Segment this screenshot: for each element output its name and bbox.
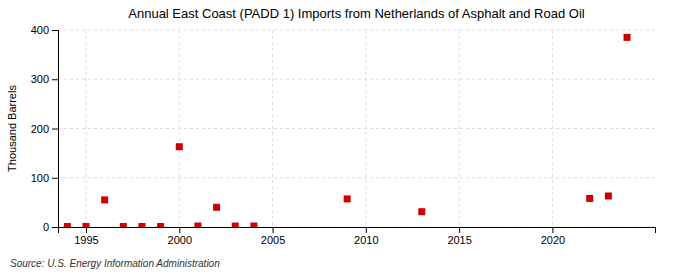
x-axis: 1995 2000 2005 2010 2015 2020: [59, 227, 656, 246]
y-tick: 400: [31, 24, 58, 36]
y-grid-line: [58, 79, 655, 80]
y-tick-label: 0: [43, 221, 49, 233]
x-tick-mark: [273, 227, 274, 233]
y-tick-label: 100: [31, 172, 49, 184]
x-tick: 2020: [541, 227, 565, 246]
y-tick: 0: [43, 221, 58, 233]
point: [344, 195, 351, 202]
x-grid-line: [272, 30, 273, 227]
point: [213, 204, 220, 211]
x-tick-label: 2010: [354, 234, 378, 246]
y-tick: 300: [31, 73, 58, 85]
x-tick-label: 2020: [541, 234, 565, 246]
y-tick: 100: [31, 172, 58, 184]
x-grid-line: [459, 30, 460, 227]
x-tick: 2000: [168, 227, 192, 246]
x-tick-mark: [366, 227, 367, 233]
y-grid-line: [58, 128, 655, 129]
x-tick-mark: [552, 227, 553, 233]
x-tick-label: 1995: [74, 234, 98, 246]
x-tick: 2015: [447, 227, 471, 246]
point: [232, 223, 239, 227]
x-tick: 1995: [74, 227, 98, 246]
point: [194, 223, 201, 227]
y-tick-label: 200: [31, 123, 49, 135]
point: [176, 143, 183, 150]
y-tick-label: 300: [31, 73, 49, 85]
y-tick-mark: [52, 129, 58, 130]
point: [418, 208, 425, 215]
y-axis: 0 100 200 300 400: [31, 24, 59, 233]
x-tick-label: 2015: [447, 234, 471, 246]
y-tick-label: 400: [31, 24, 49, 36]
point: [120, 223, 127, 227]
title: Annual East Coast (PADD 1) Imports from …: [128, 6, 585, 21]
point: [101, 196, 108, 203]
y-tick: 200: [31, 123, 58, 135]
x-grid-line: [85, 30, 86, 227]
x-tick-mark: [459, 227, 460, 233]
y-tick-mark: [52, 30, 58, 31]
y-grid-line: [58, 177, 655, 178]
point: [157, 223, 164, 227]
chart: 1995 2000 2005 2010 2015 2020 0 100 200 300 400 Ann…: [0, 0, 675, 275]
point: [82, 223, 89, 227]
x-tick-label: 2005: [261, 234, 285, 246]
y-axis-title: Thousand Barrels: [6, 85, 18, 172]
x-tick-mark: [179, 227, 180, 233]
y-axis-line: [52, 31, 59, 228]
y-tick-mark: [52, 79, 58, 80]
grid: [58, 30, 655, 227]
y-tick-mark: [52, 227, 58, 228]
x-tick: 2010: [354, 227, 378, 246]
x-tick-mark: [86, 227, 87, 233]
point: [624, 34, 631, 41]
plot: 1995 2000 2005 2010 2015 2020 0 100 200 300 400: [31, 24, 656, 246]
point: [605, 192, 612, 199]
point: [64, 223, 71, 227]
point: [586, 195, 593, 202]
marks: [64, 34, 631, 227]
y-grid-line: [58, 30, 655, 31]
source-note: Source: U.S. Energy Information Administ…: [10, 258, 220, 269]
x-axis-line: [59, 228, 656, 234]
x-tick-label: 2000: [168, 234, 192, 246]
y-tick-mark: [52, 178, 58, 179]
point: [250, 223, 257, 227]
point: [138, 223, 145, 227]
x-tick: 2005: [261, 227, 285, 246]
